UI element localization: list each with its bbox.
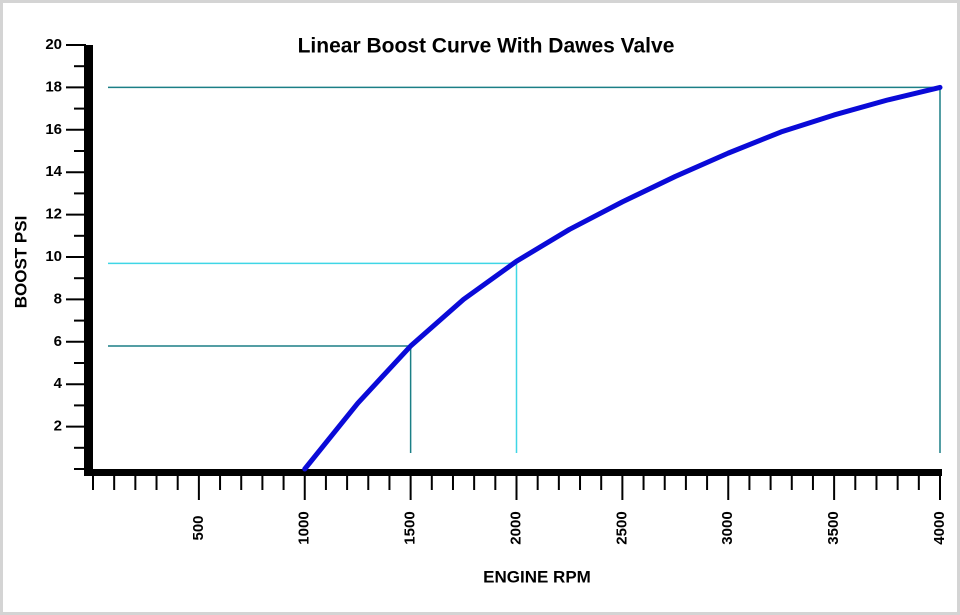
y-tick-label: 6 <box>54 333 62 350</box>
x-tick-label: 2500 <box>613 511 630 544</box>
y-axis-label: BOOST PSI <box>11 216 30 309</box>
x-tick-label: 2000 <box>507 511 524 544</box>
y-tick-label: 8 <box>54 290 62 307</box>
x-tick-label: 1500 <box>402 511 419 544</box>
y-tick-label: 20 <box>45 36 62 53</box>
x-axis <box>84 469 942 476</box>
x-tick-label: 3500 <box>825 511 842 544</box>
y-tick-label: 2 <box>54 418 62 435</box>
x-axis-label: ENGINE RPM <box>483 567 591 586</box>
y-tick-label: 12 <box>45 206 62 223</box>
x-tick-label: 1000 <box>296 511 313 544</box>
plot-background <box>3 3 957 612</box>
y-tick-label: 10 <box>45 248 62 265</box>
y-tick-label: 18 <box>45 78 62 95</box>
x-tick-label: 3000 <box>719 511 736 544</box>
y-tick-label: 16 <box>45 121 62 138</box>
y-tick-label: 4 <box>54 375 63 392</box>
x-tick-label: 500 <box>190 515 207 540</box>
x-tick-label: 4000 <box>931 511 948 544</box>
chart-title: Linear Boost Curve With Dawes Valve <box>298 35 675 58</box>
y-tick-label: 14 <box>45 163 62 180</box>
y-axis <box>84 45 93 476</box>
data-line <box>302 84 943 472</box>
